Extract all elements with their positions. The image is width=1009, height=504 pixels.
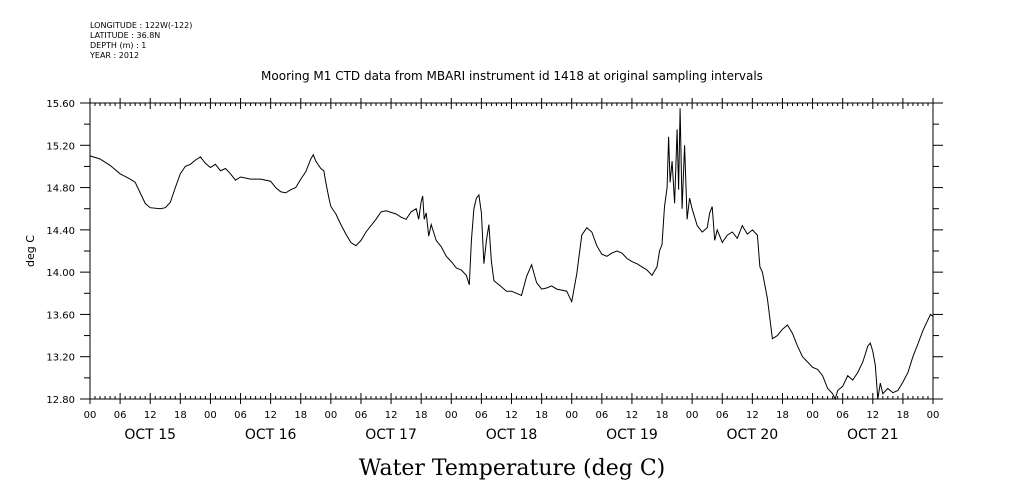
y-tick-label: 13.20: [46, 353, 75, 364]
x-tick-label: 18: [174, 410, 187, 421]
x-tick-label: 18: [656, 410, 669, 421]
day-label: OCT 19: [606, 427, 658, 443]
depth-label: DEPTH (m) : 1: [90, 41, 147, 50]
day-label: OCT 18: [486, 427, 538, 443]
x-tick-label: 18: [535, 410, 548, 421]
x-tick-label: 18: [415, 410, 428, 421]
x-tick-label: 18: [776, 410, 789, 421]
year-label: YEAR : 2012: [90, 51, 140, 60]
y-tick-label: 14.80: [46, 184, 75, 195]
y-tick-label: 14.40: [46, 226, 75, 237]
x-tick-label: 00: [806, 410, 819, 421]
y-tick-label: 15.60: [46, 99, 75, 110]
y-tick-label: 13.60: [46, 310, 75, 321]
x-tick-label: 00: [445, 410, 458, 421]
x-tick-label: 00: [84, 410, 97, 421]
day-label: OCT 15: [124, 427, 176, 443]
x-tick-label: 12: [746, 410, 759, 421]
y-axis-label: deg C: [24, 235, 37, 267]
y-tick-label: 12.80: [46, 395, 75, 406]
chart-title: Mooring M1 CTD data from MBARI instrumen…: [261, 69, 763, 83]
x-tick-label: 12: [505, 410, 518, 421]
x-tick-label: 06: [355, 410, 368, 421]
latitude-label: LATITUDE : 36.8N: [90, 31, 161, 40]
x-tick-label: 12: [626, 410, 639, 421]
x-tick-labels: 00 06 12 18 00 06 12 18 00 06 12 18 00 06 12 18 00 06 12 18…: [84, 410, 940, 421]
x-tick-label: 06: [595, 410, 608, 421]
plot-frame: [89, 102, 934, 400]
y-tick-label: 14.00: [46, 268, 75, 279]
x-tick-label: 00: [324, 410, 337, 421]
y-tick-labels: 12.80 13.20 13.60 14.00 14.40 14.80 15.20 15.60: [46, 99, 75, 406]
x-tick-label: 18: [294, 410, 307, 421]
x-axis-label: Water Temperature (deg C): [359, 456, 666, 481]
x-tick-label: 12: [385, 410, 398, 421]
axis-ticks: [80, 98, 943, 404]
water-temperature-line: [89, 108, 934, 401]
x-tick-label: 12: [866, 410, 879, 421]
x-tick-label: 12: [264, 410, 277, 421]
day-label: OCT 20: [727, 427, 779, 443]
day-label: OCT 17: [365, 427, 417, 443]
x-tick-label: 00: [204, 410, 217, 421]
x-tick-label: 06: [234, 410, 247, 421]
x-tick-label: 00: [686, 410, 699, 421]
day-labels: OCT 15 OCT 16 OCT 17 OCT 18 OCT 19 OCT 20 OCT …: [124, 427, 898, 443]
x-tick-label: 06: [716, 410, 729, 421]
metadata-block: LONGITUDE : 122W(-122) LATITUDE : 36.8N …: [90, 21, 192, 61]
x-tick-label: 12: [144, 410, 157, 421]
x-tick-label: 00: [927, 410, 940, 421]
day-label: OCT 16: [245, 427, 297, 443]
x-tick-label: 06: [114, 410, 127, 421]
x-tick-label: 06: [475, 410, 488, 421]
x-tick-label: 00: [565, 410, 578, 421]
day-label: OCT 21: [847, 427, 899, 443]
x-tick-label: 06: [836, 410, 849, 421]
longitude-label: LONGITUDE : 122W(-122): [90, 21, 193, 30]
x-tick-label: 18: [897, 410, 910, 421]
y-tick-label: 15.20: [46, 141, 75, 152]
